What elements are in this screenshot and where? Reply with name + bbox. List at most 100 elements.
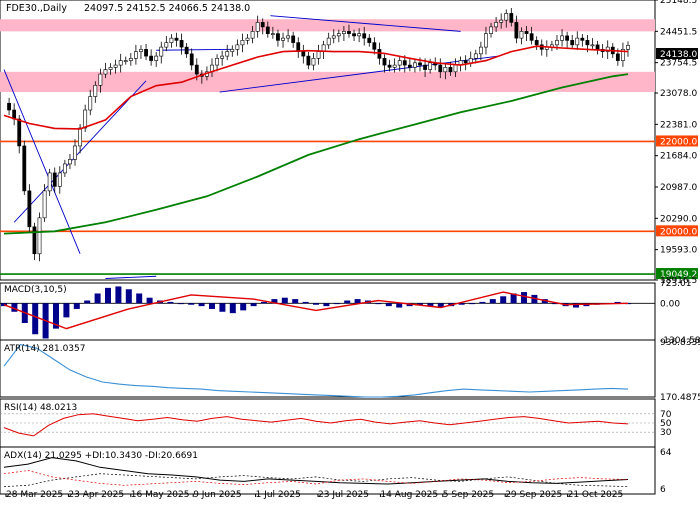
candle-body [413, 62, 417, 68]
macd-bar [198, 303, 205, 307]
price-tick-label-9: 18916.5 [660, 276, 697, 286]
ma-fast-line [3, 45, 629, 130]
macd-bar [115, 286, 122, 304]
candle-body [621, 49, 625, 61]
trendline-3 [270, 15, 461, 32]
level-label-1: 20000.0 [660, 227, 697, 237]
level-label-0: 22000.0 [660, 137, 697, 147]
date-tick-label-3: 9 Jun 2025 [193, 490, 241, 500]
macd-bar [53, 303, 59, 329]
candle-body [78, 127, 82, 147]
candle-body [499, 19, 504, 23]
macd-bar [209, 303, 215, 309]
candle-body [560, 35, 564, 41]
ma-slow-line [3, 73, 629, 235]
atr-indicator: 936.8339 170.4875 [3, 338, 700, 403]
macd-bar [63, 303, 70, 318]
candle-body [194, 64, 199, 75]
trendline-4 [219, 55, 499, 93]
candle-body [575, 37, 580, 46]
candle-body [118, 60, 123, 66]
adx-tick-label-1: 6 [660, 485, 666, 495]
macd-bar [219, 303, 226, 312]
macd-bar [281, 297, 288, 304]
candle-body [281, 37, 285, 41]
candle-body [478, 46, 483, 55]
candle-body [504, 13, 509, 21]
candle-body [387, 64, 392, 68]
macd-bar [167, 301, 174, 304]
candle-body [509, 13, 514, 23]
rsi-tick-label-1: 50 [660, 419, 672, 429]
candle-body [286, 35, 290, 39]
rsi-tick-label-0: 70 [660, 410, 672, 420]
candle-body [7, 102, 11, 111]
macd-bar [427, 303, 434, 307]
candle-body [174, 37, 179, 41]
trendline-2 [156, 48, 233, 51]
macd-bar [146, 297, 153, 304]
candle-body [215, 58, 219, 66]
atr-line [3, 343, 629, 398]
adx-tick-label-0: 64 [660, 448, 672, 458]
candle-body [260, 22, 265, 28]
candle-body [250, 31, 255, 39]
candle-body [580, 37, 585, 41]
ohlc-label: 24097.5 24152.5 24066.5 24138.0 [84, 3, 250, 14]
macd-bar [375, 303, 382, 305]
level-tag-1 [656, 225, 698, 237]
candle-body [372, 42, 377, 50]
macd-bar [84, 300, 91, 304]
main-price-axis: 25148.5 24451.5 23754.5 23078.0 22381.0 21684… [655, 0, 697, 286]
macd-bar [229, 303, 236, 314]
candle-body [83, 109, 88, 129]
date-tick-label-0: 28 Mar 2025 [6, 490, 63, 500]
macd-tick-label-2: -1304.58 [660, 336, 700, 346]
rsi-tick-label-2: 30 [660, 428, 672, 438]
candle-body [123, 60, 128, 62]
macd-bar [417, 303, 423, 305]
resistance-zone-0 [0, 19, 655, 32]
adx-series-0 [3, 457, 629, 485]
candle-body [534, 40, 539, 46]
macd-tick-label-0: 723.01 [660, 279, 692, 289]
macd-bar [541, 299, 548, 304]
candle-body [98, 73, 103, 86]
adx-indicator: 64 6 [3, 448, 672, 495]
symbol-label: FDE30.,Daily [6, 3, 67, 14]
candle-body [453, 64, 458, 73]
candle-body [519, 31, 524, 39]
candle-body [134, 51, 138, 59]
price-tick-label-6: 20987.0 [660, 183, 697, 193]
trendline-5 [105, 275, 157, 279]
candle-body [484, 33, 488, 48]
candle-body [32, 226, 37, 255]
candle-body [443, 67, 448, 73]
candle-body [22, 145, 27, 192]
macd-signal-line [3, 291, 629, 330]
macd-bar [125, 289, 132, 304]
main-panel-frame [0, 0, 656, 281]
candle-body [407, 64, 412, 68]
atr-tick-label-0: 936.8339 [660, 338, 700, 348]
price-tick-label-3: 23078.0 [660, 89, 697, 99]
macd-bar [188, 303, 195, 305]
candle-body [352, 33, 356, 37]
price-tick-label-8: 19593.0 [660, 246, 697, 256]
candle-body [17, 118, 22, 147]
date-tick-label-2: 16 May 2025 [131, 490, 190, 500]
macd-bar [94, 293, 101, 304]
candle-body [144, 49, 148, 57]
candle-body [255, 22, 260, 32]
macd-bar [344, 300, 351, 304]
candle-body [37, 217, 42, 255]
macd-bar [469, 303, 475, 305]
candle-body [397, 60, 402, 66]
macd-bar [73, 303, 80, 309]
price-tick-label-0: 25148.5 [660, 0, 697, 6]
candle-body [473, 53, 478, 59]
candle-body [428, 62, 433, 70]
candle-body [113, 64, 118, 68]
macd-bar [489, 299, 496, 304]
